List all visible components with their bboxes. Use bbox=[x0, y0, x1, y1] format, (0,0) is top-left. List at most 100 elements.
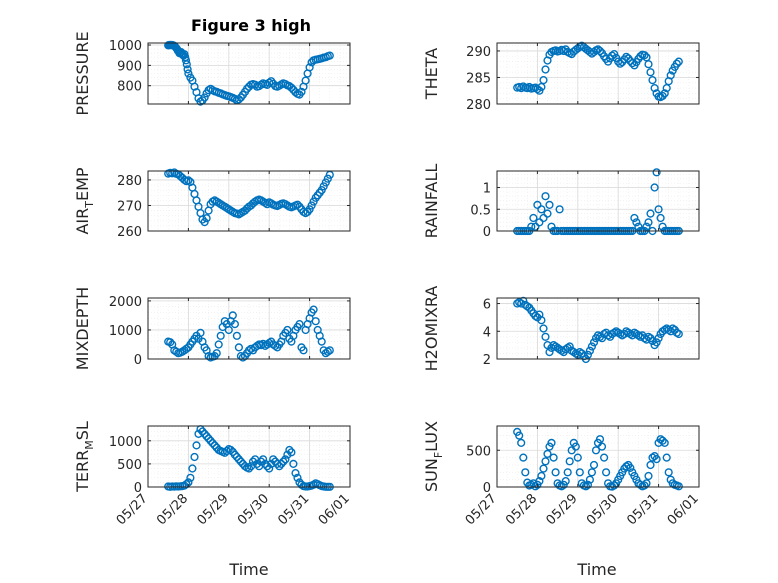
y-tick-label: 1 bbox=[483, 182, 491, 197]
data-point bbox=[261, 459, 270, 469]
panel-sun-flux: 0 500 SUNFLUX 05/27 05/28 05/29 05/30 05/31 06/0… bbox=[422, 421, 702, 528]
data-point bbox=[323, 174, 332, 183]
data-point bbox=[674, 482, 683, 491]
data-point bbox=[287, 83, 296, 92]
data-point bbox=[557, 482, 566, 491]
y-tick-label: 2000 bbox=[109, 295, 142, 310]
data-point bbox=[287, 448, 296, 457]
x-tick-label: 05/27 bbox=[114, 491, 151, 528]
y-axis-label: PRESSURE bbox=[73, 31, 92, 115]
data-point bbox=[172, 347, 181, 356]
data-point bbox=[545, 200, 554, 210]
panel-terr-msl: 0 500 1000 TERRMSL 05/27 05/28 05/29 05/30 05/31… bbox=[73, 421, 353, 528]
data-point bbox=[244, 464, 254, 473]
data-point bbox=[251, 80, 260, 89]
data-point bbox=[664, 468, 673, 477]
data-point bbox=[658, 436, 667, 445]
panel-theta: 280 285 290 THETA bbox=[422, 41, 700, 113]
data-point bbox=[234, 95, 244, 104]
panel-h2omixra: 2 4 6 H2OMIXRA bbox=[422, 286, 700, 371]
data-point bbox=[595, 435, 605, 444]
data-point bbox=[224, 325, 233, 335]
x-tick-label: 05/29 bbox=[544, 491, 581, 528]
data-point bbox=[277, 459, 286, 469]
data-point bbox=[200, 218, 209, 227]
axes-box bbox=[496, 425, 700, 488]
data-point bbox=[259, 455, 268, 464]
axes-box bbox=[147, 297, 351, 360]
data-point bbox=[561, 477, 570, 486]
x-tick-label: 05/29 bbox=[195, 491, 232, 528]
data-point bbox=[289, 459, 298, 469]
data-point bbox=[537, 316, 546, 325]
y-tick-label: 290 bbox=[466, 45, 491, 60]
data-point bbox=[575, 348, 584, 357]
data-point bbox=[583, 350, 593, 359]
data-point bbox=[589, 460, 599, 470]
data-point bbox=[202, 432, 211, 441]
data-point bbox=[202, 214, 211, 223]
axes-box bbox=[496, 42, 700, 105]
data-point bbox=[257, 457, 266, 466]
data-point bbox=[291, 88, 300, 97]
axes-box bbox=[147, 42, 351, 105]
data-point bbox=[531, 311, 540, 321]
y-tick-label: 0 bbox=[483, 225, 491, 240]
data-point bbox=[317, 337, 326, 346]
y-tick-label: 280 bbox=[117, 174, 142, 189]
data-point bbox=[543, 209, 552, 218]
data-point bbox=[212, 349, 221, 358]
data-point bbox=[204, 434, 213, 443]
data-point bbox=[607, 51, 617, 60]
data-point bbox=[267, 459, 276, 469]
data-point bbox=[307, 201, 316, 210]
data-point bbox=[646, 209, 655, 218]
y-tick-label: 1000 bbox=[109, 39, 142, 54]
data-point bbox=[654, 334, 663, 343]
data-point bbox=[248, 457, 258, 466]
data-point bbox=[291, 469, 300, 478]
data-point bbox=[297, 87, 306, 96]
data-point bbox=[323, 347, 332, 356]
data-point bbox=[230, 320, 240, 329]
data-point bbox=[555, 205, 564, 214]
data-point bbox=[652, 455, 661, 464]
x-tick-label: 05/28 bbox=[154, 491, 191, 528]
data-point bbox=[521, 468, 530, 477]
y-tick-label: 500 bbox=[466, 444, 491, 459]
y-tick-label: 900 bbox=[117, 59, 142, 74]
data-point bbox=[535, 477, 544, 486]
data-point bbox=[585, 475, 595, 484]
data-point bbox=[517, 438, 526, 448]
data-point bbox=[599, 453, 609, 462]
y-tick-label: 280 bbox=[466, 98, 491, 113]
data-point bbox=[644, 471, 653, 481]
x-tick-label: 06/01 bbox=[665, 491, 702, 528]
data-point bbox=[325, 51, 334, 60]
y-axis-label: AIRTEMP bbox=[73, 167, 96, 234]
data-point bbox=[283, 450, 292, 459]
y-tick-label: 6 bbox=[483, 298, 491, 313]
y-tick-label: 2 bbox=[483, 353, 491, 368]
data-point bbox=[194, 429, 203, 439]
xlabel-right: Time bbox=[576, 560, 616, 579]
data-point bbox=[305, 63, 314, 72]
data-point bbox=[293, 473, 302, 482]
panel-rainfall: 0 0.5 1 RAINFALL bbox=[422, 164, 700, 240]
data-point bbox=[198, 427, 207, 436]
data-point bbox=[610, 481, 619, 490]
data-point bbox=[626, 463, 635, 473]
panel-air-temp: 260 270 280 AIRTEMP bbox=[73, 167, 351, 240]
data-point bbox=[547, 438, 556, 448]
data-point bbox=[539, 75, 548, 85]
data-point bbox=[547, 222, 556, 231]
data-point bbox=[184, 176, 193, 185]
data-point bbox=[188, 464, 197, 473]
y-tick-label: 0 bbox=[483, 481, 491, 496]
data-point bbox=[539, 213, 548, 223]
data-point bbox=[646, 460, 655, 470]
data-point bbox=[632, 218, 641, 227]
axes-box bbox=[496, 170, 700, 232]
data-point bbox=[299, 346, 308, 355]
y-tick-label: 4 bbox=[483, 325, 491, 340]
